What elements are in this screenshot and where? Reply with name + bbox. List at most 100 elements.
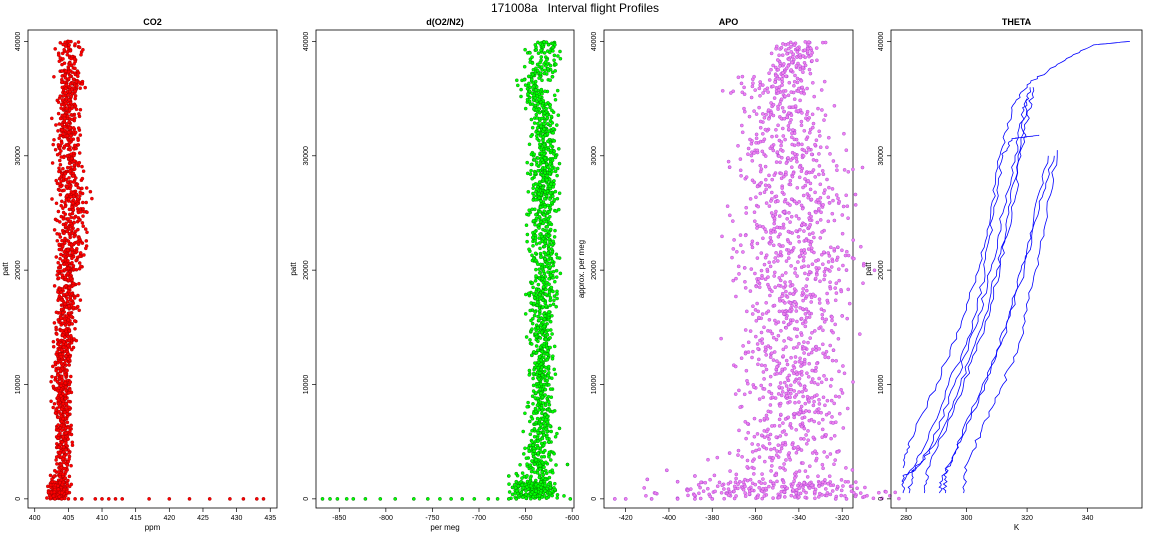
data-point <box>81 224 85 228</box>
data-point <box>537 330 541 335</box>
outlier-point <box>742 266 747 270</box>
data-point <box>63 396 68 401</box>
data-point <box>850 484 854 489</box>
data-point <box>742 106 746 111</box>
data-point <box>793 152 797 156</box>
data-point <box>63 76 68 80</box>
data-point <box>776 67 780 72</box>
data-point <box>819 88 824 92</box>
data-point <box>543 239 548 243</box>
data-point <box>56 423 60 427</box>
data-point <box>825 398 830 403</box>
data-point <box>826 251 830 255</box>
x-tick-label: -750 <box>425 515 439 522</box>
data-point <box>758 94 762 98</box>
data-point <box>822 374 826 378</box>
data-point <box>526 446 531 450</box>
data-point <box>66 114 70 118</box>
data-point <box>841 263 845 268</box>
data-point <box>532 194 536 198</box>
data-point <box>817 421 821 425</box>
data-point <box>860 165 865 170</box>
data-point <box>81 47 85 52</box>
data-point <box>69 432 74 437</box>
data-point <box>795 345 799 349</box>
data-point <box>806 438 810 442</box>
data-point <box>528 172 533 176</box>
data-point <box>88 189 93 194</box>
data-point <box>543 301 547 305</box>
data-point <box>557 147 561 151</box>
data-point <box>764 187 768 192</box>
data-point <box>53 147 58 152</box>
data-point <box>538 345 543 349</box>
data-point <box>543 257 547 261</box>
data-point <box>790 484 794 489</box>
data-point <box>84 239 89 243</box>
data-point <box>834 420 838 424</box>
data-point <box>546 394 551 399</box>
panel-title: APO <box>719 17 739 27</box>
data-point <box>769 469 773 473</box>
data-point <box>773 256 778 260</box>
data-point <box>547 408 552 412</box>
y-tick-label: 40000 <box>15 32 22 52</box>
data-point <box>771 456 776 460</box>
data-point <box>56 428 61 433</box>
data-point <box>830 187 835 191</box>
data-point <box>66 357 71 361</box>
data-point <box>72 159 77 163</box>
data-point <box>808 181 813 186</box>
data-point <box>763 481 767 486</box>
panel-title: d(O2/N2) <box>426 17 464 27</box>
data-point <box>785 376 790 380</box>
data-point <box>807 418 812 423</box>
data-point <box>55 218 59 223</box>
data-point <box>743 494 748 498</box>
data-point <box>63 335 67 340</box>
data-point <box>817 484 821 488</box>
data-point <box>792 411 797 416</box>
data-point <box>817 398 821 402</box>
data-point <box>823 403 827 408</box>
data-point <box>837 267 841 271</box>
data-point <box>65 412 69 416</box>
data-point <box>548 227 553 232</box>
data-point <box>841 484 845 488</box>
data-point <box>797 486 802 491</box>
data-point <box>746 152 750 156</box>
data-point <box>786 124 791 128</box>
data-point <box>806 429 810 433</box>
profile-line <box>942 155 1049 494</box>
data-point <box>794 309 799 313</box>
data-point <box>800 85 804 90</box>
data-point <box>861 281 865 285</box>
data-point <box>809 295 814 300</box>
data-point <box>813 190 817 195</box>
data-point <box>546 258 551 262</box>
data-point <box>66 217 70 221</box>
outlier-point <box>486 497 491 501</box>
data-point <box>764 413 769 418</box>
data-point <box>784 358 789 363</box>
data-point <box>552 298 556 303</box>
data-point <box>61 132 65 136</box>
data-point <box>552 367 556 372</box>
data-point <box>808 127 813 132</box>
data-point <box>780 294 784 298</box>
data-point <box>762 494 767 498</box>
data-point <box>783 137 787 142</box>
data-point <box>60 490 64 495</box>
data-point <box>61 333 65 337</box>
data-point <box>76 74 80 79</box>
data-point <box>802 255 806 259</box>
panel-title: CO2 <box>143 17 162 27</box>
data-point <box>813 276 818 281</box>
data-point <box>774 453 779 457</box>
data-point <box>540 460 545 465</box>
x-tick-label: -650 <box>519 515 533 522</box>
y-tick-label: 30000 <box>15 146 22 166</box>
data-point <box>548 345 552 350</box>
data-point <box>774 435 779 439</box>
data-point <box>76 126 81 130</box>
